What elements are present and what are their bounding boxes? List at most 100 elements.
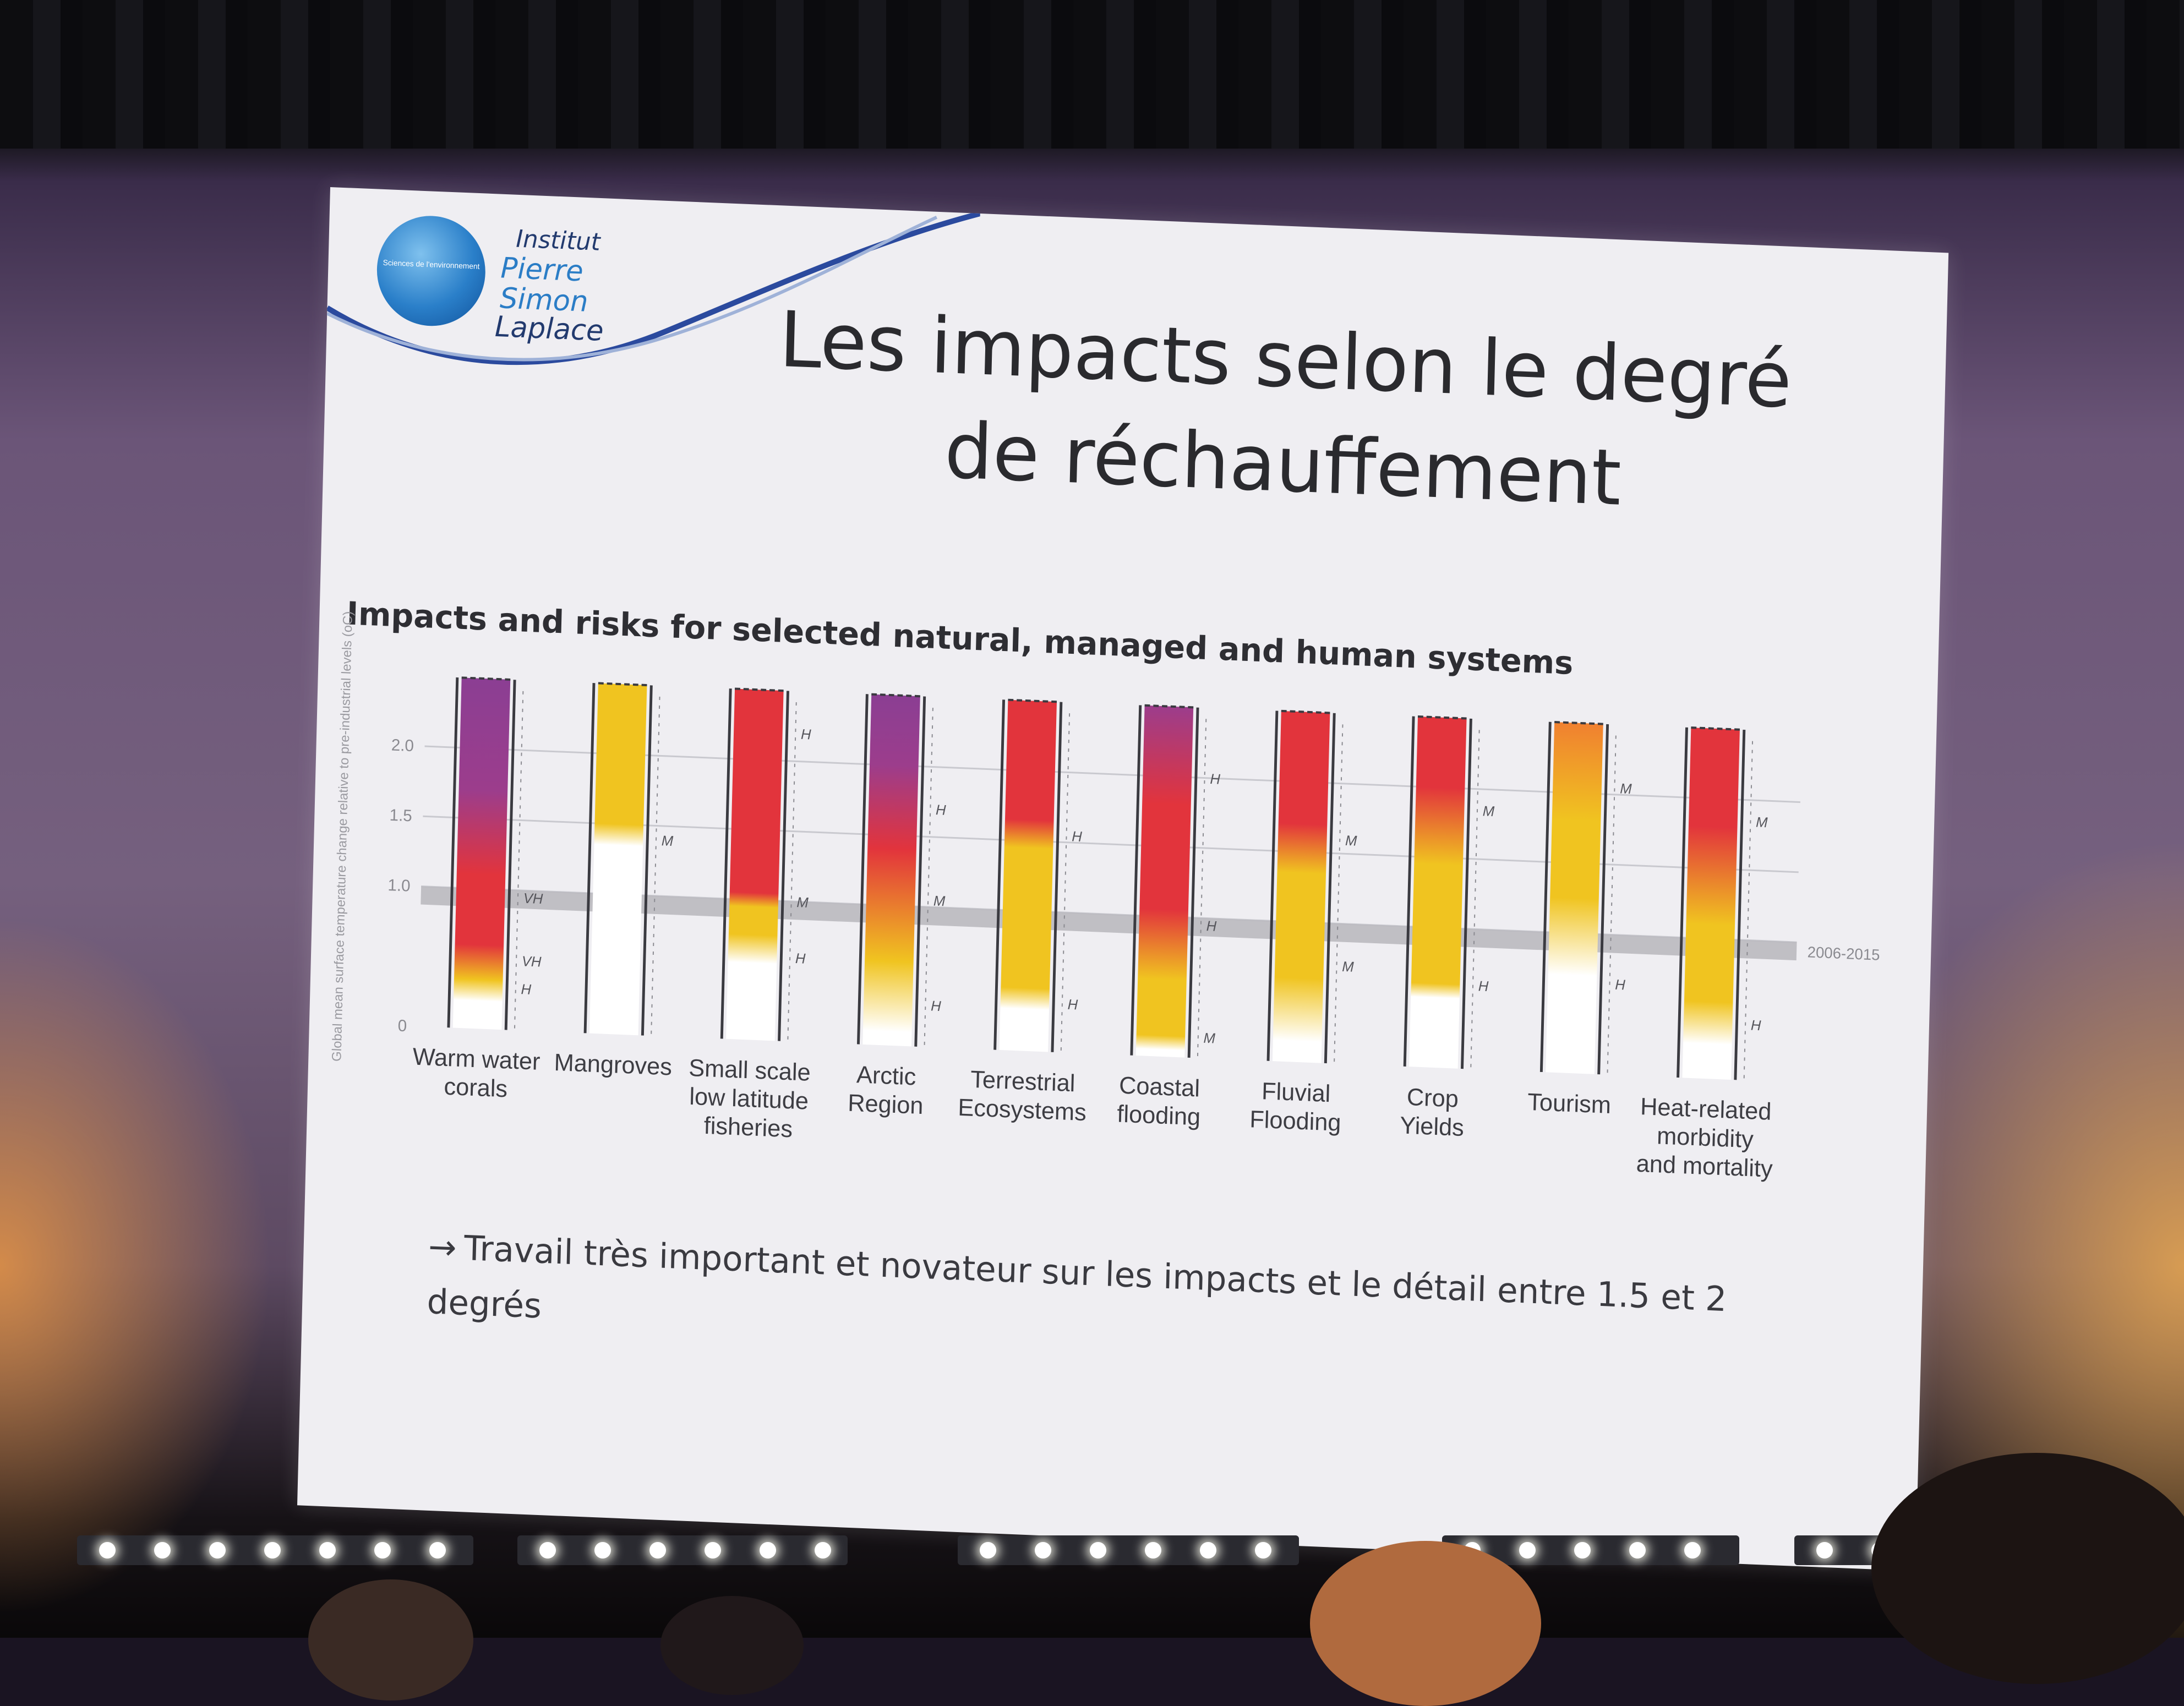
stage-lamp xyxy=(209,1542,226,1559)
stage-lamp xyxy=(760,1542,776,1559)
reference-band-label: 2006-2015 xyxy=(1807,943,1880,964)
stage-lamp xyxy=(319,1542,336,1559)
confidence-label: VH xyxy=(523,891,543,907)
x-category-label: Flooding xyxy=(1249,1106,1341,1136)
risk-bar xyxy=(1546,722,1603,1074)
risk-bar xyxy=(1135,705,1194,1058)
x-category-label: Heat-related xyxy=(1640,1093,1772,1125)
x-category-label: Warm water xyxy=(412,1043,540,1075)
stage-curtain xyxy=(0,0,2184,149)
bar-left-edge xyxy=(1130,705,1142,1056)
bar-left-edge xyxy=(447,677,459,1028)
confidence-label: H xyxy=(1751,1018,1762,1034)
risk-bar xyxy=(589,683,647,1036)
confidence-rule xyxy=(1743,741,1754,1080)
stage-lamp xyxy=(1145,1542,1161,1559)
bar-left-edge xyxy=(1266,710,1279,1061)
stage-lamp xyxy=(1035,1542,1051,1559)
bar-left-edge xyxy=(583,683,596,1034)
x-category-label: morbidity xyxy=(1657,1123,1754,1153)
x-category-label: Mangroves xyxy=(554,1049,672,1081)
stage-lamp xyxy=(1200,1542,1216,1559)
confidence-label: H xyxy=(521,982,532,998)
confidence-label: H xyxy=(936,802,947,818)
x-category-label: Region xyxy=(848,1090,924,1119)
x-category-label: low latitude xyxy=(689,1084,809,1115)
bar-right-edge xyxy=(641,685,653,1036)
audience-head xyxy=(1871,1453,2184,1684)
bar-right-edge xyxy=(1734,729,1746,1080)
stage-lamp xyxy=(1090,1542,1106,1559)
projected-slide: Sciences de l'environnement Institut Pie… xyxy=(297,187,1949,1571)
bar-right-edge xyxy=(1187,707,1199,1058)
x-category-label: Yields xyxy=(1400,1112,1464,1141)
confidence-label: M xyxy=(1342,959,1355,975)
bar-right-edge xyxy=(778,691,789,1041)
bar-right-edge xyxy=(914,696,926,1047)
x-category-label: Ecosystems xyxy=(958,1094,1086,1126)
confidence-label: H xyxy=(1067,997,1078,1013)
confidence-label: H xyxy=(931,998,942,1014)
stage-lamp xyxy=(1629,1542,1646,1559)
risk-bar xyxy=(452,677,511,1030)
stage-lamp xyxy=(429,1542,446,1559)
x-category-label: Terrestrial xyxy=(970,1066,1075,1097)
stage-lamp xyxy=(980,1542,996,1559)
stage-lamp xyxy=(594,1542,611,1559)
confidence-label: M xyxy=(1345,833,1358,849)
confidence-label: M xyxy=(1482,803,1495,819)
bar-right-edge xyxy=(1597,724,1609,1075)
x-category-label: Fluvial xyxy=(1262,1078,1331,1107)
confidence-rule xyxy=(1334,724,1344,1064)
bar-left-edge xyxy=(856,694,869,1045)
stage-lamp xyxy=(705,1542,721,1559)
x-category-label: and mortality xyxy=(1636,1151,1773,1183)
x-category-label: Coastal xyxy=(1119,1072,1200,1102)
audience-head xyxy=(660,1596,804,1695)
bar-left-edge xyxy=(720,688,732,1039)
confidence-rule xyxy=(651,696,660,1036)
x-category-label: Crop xyxy=(1406,1084,1459,1113)
risk-bar xyxy=(1682,728,1740,1080)
stage-lamp xyxy=(264,1542,281,1559)
risk-bar xyxy=(726,688,784,1041)
arrow-icon: → xyxy=(428,1226,457,1268)
stage-lamp xyxy=(815,1542,831,1559)
y-axis-label: Global mean surface temperature change r… xyxy=(329,611,355,1062)
risk-bar xyxy=(999,699,1057,1052)
x-category-label: flooding xyxy=(1117,1101,1201,1130)
confidence-label: VH xyxy=(522,954,542,970)
y-tick-label: 2.0 xyxy=(391,736,414,755)
bar-right-edge xyxy=(504,680,516,1030)
confidence-label: M xyxy=(1756,814,1768,830)
confidence-label: H xyxy=(1072,829,1083,845)
y-tick-label: 0 xyxy=(397,1016,407,1035)
confidence-label: M xyxy=(796,895,809,911)
risk-bar xyxy=(1272,710,1330,1063)
y-tick-label: 1.0 xyxy=(387,876,411,895)
light-bar xyxy=(517,1535,848,1565)
bar-left-edge xyxy=(1403,716,1415,1067)
audience-head xyxy=(1310,1541,1541,1706)
confidence-rule xyxy=(924,708,933,1047)
confidence-label: H xyxy=(1206,918,1217,934)
x-category-label: Small scale xyxy=(689,1055,811,1086)
stage-lamp xyxy=(1574,1542,1591,1559)
risk-bar xyxy=(1409,716,1467,1069)
confidence-label: H xyxy=(1615,977,1626,993)
x-category-label: fisheries xyxy=(703,1113,793,1143)
confidence-rule xyxy=(514,691,524,1031)
light-bar xyxy=(958,1535,1299,1565)
risk-bar xyxy=(862,694,920,1047)
confidence-label: H xyxy=(795,951,806,967)
confidence-label: M xyxy=(1620,781,1632,797)
confidence-rule xyxy=(1060,713,1071,1053)
bar-left-edge xyxy=(1677,727,1688,1078)
stage-lamp xyxy=(99,1542,116,1559)
y-tick-label: 1.5 xyxy=(389,806,412,825)
confidence-rule xyxy=(787,702,797,1042)
x-category-label: Arctic xyxy=(856,1062,916,1091)
logo-wave-decoration xyxy=(326,211,980,365)
stage-lamp xyxy=(154,1542,171,1559)
confidence-label: M xyxy=(1203,1031,1216,1047)
